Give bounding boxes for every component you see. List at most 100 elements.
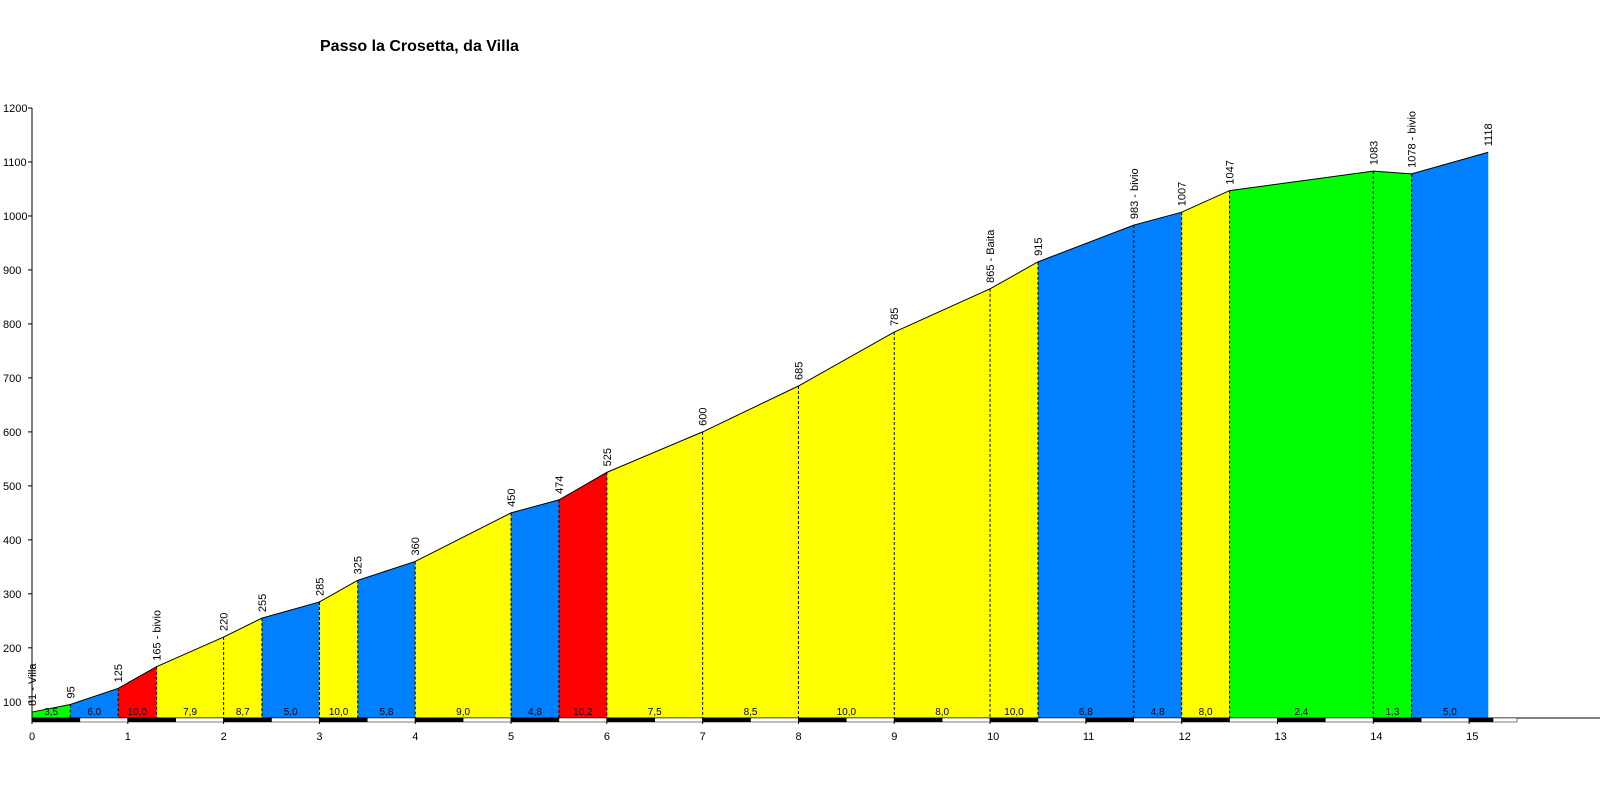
distance-scale-block [654,717,703,723]
segment-7 [319,580,358,718]
elevation-label: 1078 - bivio [1407,111,1419,168]
gradient-label: 10,0 [329,707,349,718]
distance-scale-block [31,717,81,723]
gradient-label: 9,0 [456,707,470,718]
elevation-label: 95 [65,686,77,698]
distance-scale-block [1085,717,1135,723]
elevation-label: 1007 [1177,182,1189,206]
elevation-label: 785 [889,308,901,326]
segment-6 [261,601,320,718]
distance-scale-block [702,717,751,723]
gradient-label: 5,0 [1443,707,1457,718]
distance-scale-block [79,717,129,723]
segment-1 [32,704,71,718]
gradient-label: 5,0 [284,707,298,718]
distance-scale-block [1133,717,1182,723]
y-tick-label: 1000 [3,211,27,223]
y-tick-label: 1200 [3,103,27,115]
x-tick-label: 3 [316,731,322,743]
distance-scale-block [127,717,176,723]
elevation-label: 325 [353,556,365,574]
elevation-profile-line [31,151,1489,713]
segment-15 [894,288,991,718]
y-tick-label: 1100 [3,157,27,169]
distance-scale-block [414,717,464,723]
gradient-label: 4,8 [528,707,542,718]
elevation-label: 685 [793,362,805,380]
distance-scale-block [798,717,847,723]
gradient-segments [32,152,1489,719]
elevation-label: 81 - Villa [27,663,39,706]
distance-scale-block [941,717,991,723]
elevation-label: 165 - bivio [152,610,164,661]
segment-20 [1229,171,1374,718]
distance-scale-block [223,717,272,723]
gradient-label: 10,0 [837,707,857,718]
gradient-label: 5,8 [380,707,394,718]
x-tick-label: 7 [700,731,706,743]
x-tick-label: 12 [1179,731,1191,743]
distance-scale-block [1181,717,1230,723]
gradient-label: 8,0 [1199,707,1213,718]
segment-22 [1411,152,1489,718]
elevation-label: 450 [506,489,518,507]
gradient-label: 7,5 [648,707,662,718]
elevation-label: 600 [698,408,710,426]
x-tick-label: 10 [987,731,999,743]
distance-scale-block [750,717,799,723]
chart-title: Passo la Crosetta, da Villa [320,38,519,55]
segment-13 [702,386,799,718]
segment-18 [1133,212,1182,718]
x-tick-label: 9 [891,731,897,743]
distance-scale-block [606,717,655,723]
y-tick-label: 700 [3,373,21,385]
x-tick-label: 5 [508,731,514,743]
y-tick-label: 100 [3,697,21,709]
distance-scale-block [558,717,608,723]
gradient-label: 7,9 [183,707,197,718]
gradient-label: 4,8 [1151,707,1165,718]
y-tick-label: 800 [3,319,21,331]
x-tick-label: 0 [29,731,35,743]
x-tick-label: 8 [795,731,801,743]
distance-scale-block [367,717,416,723]
gradient-label: 3,5 [44,707,58,718]
segment-21 [1373,171,1412,718]
gradient-label: 2,4 [1294,707,1308,718]
segment-11 [558,472,607,718]
elevation-labels: 81 - Villa 95 125 165 - bivio 220 255 285 325 36… [27,111,1495,706]
elevation-label: 474 [554,476,566,494]
gradient-label: 8,5 [744,707,758,718]
segment-10 [511,499,559,718]
distance-scale-block [510,717,560,723]
gradient-label: 8,0 [935,707,949,718]
distance-scale-block [894,717,943,723]
segment-8 [357,561,416,718]
segment-9 [415,512,512,718]
elevation-label: 285 [314,578,326,596]
distance-scale-block [319,717,368,723]
segment-14 [798,332,895,718]
distance-scale-block [175,717,224,723]
segment-12 [606,431,703,718]
gradient-label: 8,7 [236,707,250,718]
elevation-label: 915 [1033,237,1045,255]
elevation-label: 255 [257,594,269,612]
gradient-label: 1,3 [1385,707,1399,718]
gradient-labels: 3,5 6,0 10,0 7,9 8,7 5,0 10,0 5,8 9,0 4,8 10,2 7,5 8… [44,707,1457,718]
segment-4 [156,637,224,718]
x-tick-label: 15 [1466,731,1478,743]
segment-17 [1037,225,1134,718]
distance-scale-block [1468,717,1494,723]
x-tick-label: 4 [412,731,418,743]
segment-3 [118,666,157,718]
elevation-label: 1083 [1368,141,1380,165]
distance-scale-block [1325,717,1374,723]
y-tick-label: 500 [3,481,21,493]
elevation-label: 220 [219,613,231,631]
x-tick-label: 13 [1274,731,1286,743]
y-tick-label: 900 [3,265,21,277]
segment-2 [70,688,119,718]
gradient-label: 10,0 [1004,707,1024,718]
